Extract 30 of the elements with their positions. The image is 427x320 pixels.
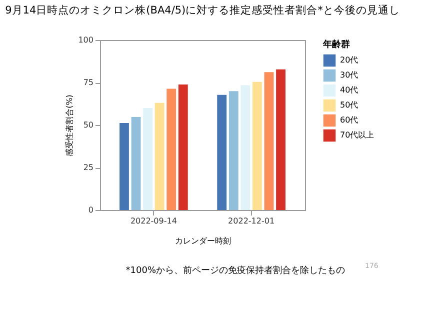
y-tick-label: 75: [83, 78, 94, 87]
legend-label: 70代以上: [340, 130, 374, 140]
chart-title: 9月14日時点のオミクロン株(BA4/5)に対する推定感受性者割合*と今後の見通し: [5, 4, 400, 16]
bar: [217, 94, 227, 210]
x-tick-label: 2022-09-14: [130, 216, 177, 226]
legend-label: 50代: [340, 100, 358, 110]
bar: [264, 72, 274, 210]
y-tick-label: 0: [88, 206, 94, 214]
y-axis-title: 感受性者割合(%): [65, 94, 74, 156]
text: *100%から、前ページの免疫保持者割合を除したもの: [126, 265, 345, 276]
legend-label: 40代: [340, 86, 358, 94]
bar: [178, 84, 188, 210]
y-tick-label: 25: [83, 163, 94, 172]
legend-label: 30代: [340, 70, 358, 80]
bar: [143, 108, 153, 210]
bar: [166, 88, 176, 210]
bar: [276, 69, 286, 210]
legend-label: 20代: [340, 56, 358, 64]
bar: [154, 102, 164, 210]
bar: [228, 91, 238, 210]
bar: [131, 117, 141, 210]
x-axis-title: カレンダー時刻: [175, 236, 231, 246]
y-tick-label: 100: [78, 36, 94, 44]
bar: [252, 82, 262, 210]
y-tick-label: 50: [83, 120, 94, 130]
bar: [240, 85, 250, 210]
bar: [120, 122, 129, 210]
legend-label: 60代: [340, 116, 358, 124]
x-tick-label: 2022-12-01: [228, 216, 275, 226]
legend-title: 年齢群: [322, 39, 350, 50]
